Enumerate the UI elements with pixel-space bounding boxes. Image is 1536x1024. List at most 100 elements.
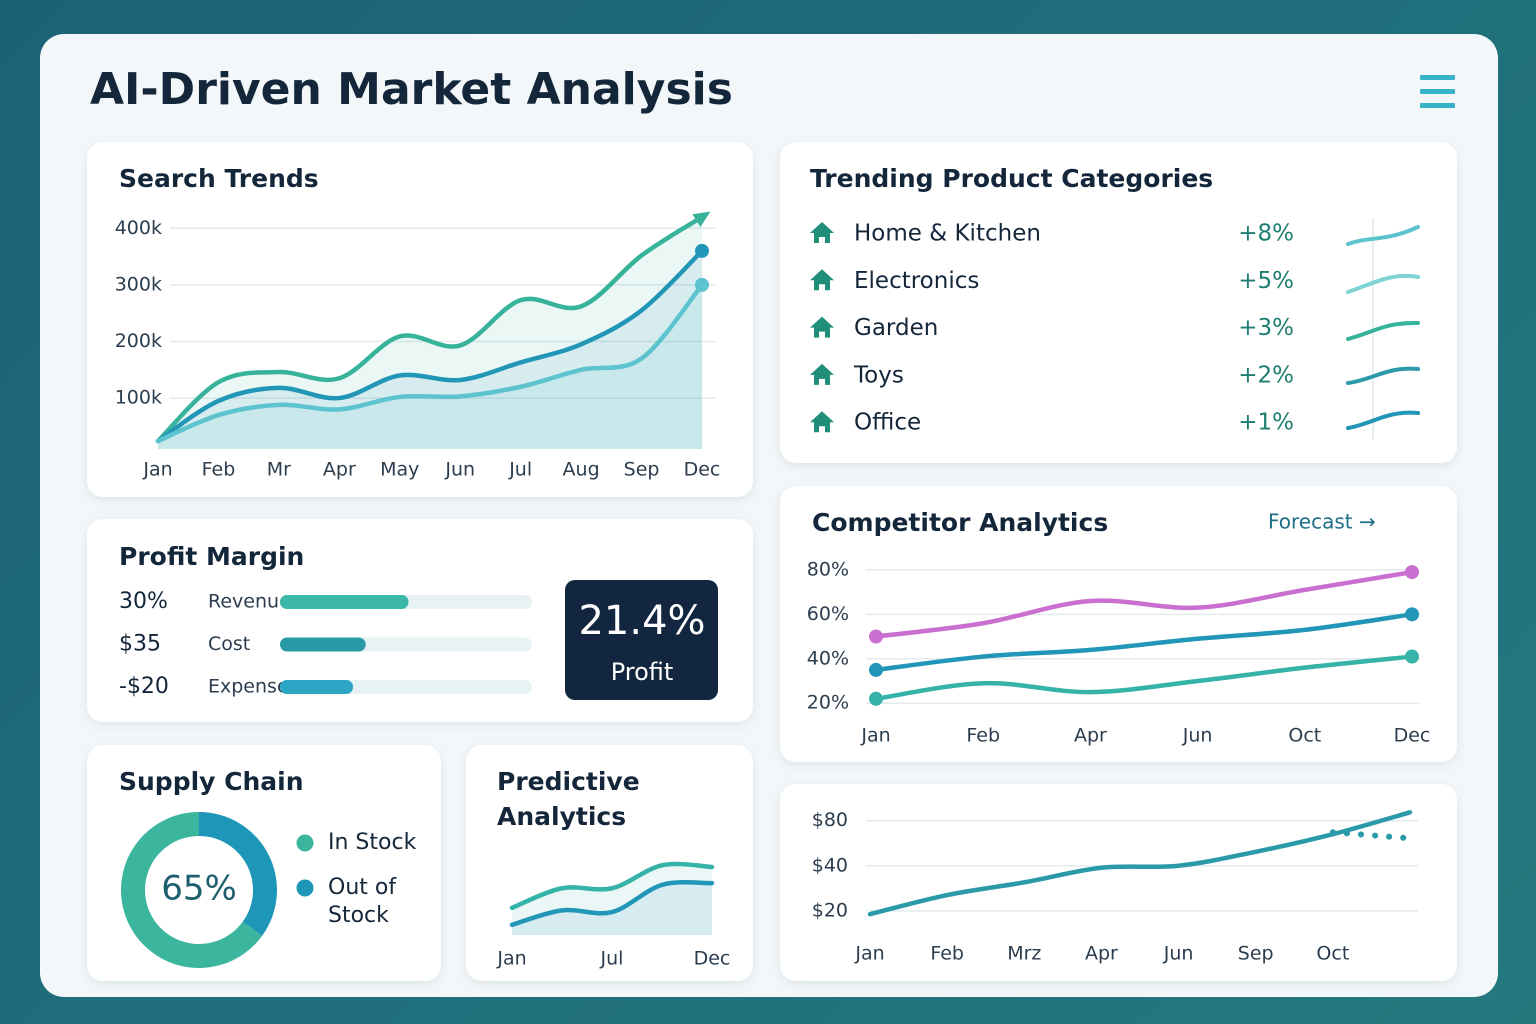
legend-swatch [296,834,314,852]
point [695,277,709,292]
page-title: AI-Driven Market Analysis [90,64,733,115]
category-icon [810,269,834,291]
sparkline [1346,320,1420,341]
line [155,282,705,444]
line [509,861,715,911]
area [512,882,712,935]
panel [780,486,1457,762]
area [512,864,712,935]
x-tick-label: Apr [1074,725,1107,747]
line [867,810,1413,917]
category-icon [810,222,834,243]
line [509,880,715,928]
point [869,691,883,706]
donut-segment [120,812,263,968]
x-tick-label: Feb [202,459,236,481]
x-tick-label: Apr [1085,943,1118,965]
row-label: Cost [208,633,250,655]
category-icon [810,316,834,338]
x-tick-label: Oct [1288,725,1321,747]
sparkline [1346,225,1420,246]
y-tick-label: 100k [115,387,162,409]
line [873,612,1415,673]
y-tick-label: 80% [807,558,849,580]
y-tick-label: 400k [115,217,162,239]
line [873,654,1415,702]
bar [280,595,409,609]
line [1329,829,1413,842]
panel-title: Trending Product Categories [810,164,1213,193]
y-tick-label: 20% [807,692,849,714]
point [695,243,709,258]
category-name: Office [854,410,921,436]
kpi-box [565,580,718,700]
y-tick-label: 200k [115,330,162,352]
y-tick-label: $20 [812,899,848,921]
point [1405,649,1419,664]
forecast-link[interactable]: Forecast → [1268,510,1376,534]
x-tick-label: Dec [694,948,731,970]
panel-title: Search Trends [119,164,319,193]
legend-label: Out of Stock [328,875,397,928]
row-label: Revenue [208,591,291,613]
bar [280,637,366,652]
line [155,214,705,444]
x-tick-label: Jul [508,459,532,481]
x-tick-label: Jan [496,948,526,970]
row-amount: $35 [119,632,161,657]
panel [780,784,1457,981]
legend-swatch [296,879,314,897]
x-tick-label: Jan [860,725,890,747]
line [155,248,705,444]
kpi-value: 21.4% [578,598,705,644]
panel [780,142,1457,463]
point [1405,607,1419,622]
x-tick-label: Apr [323,459,356,481]
x-tick-label: Dec [684,459,721,481]
donut-segment [199,812,277,936]
category-icon [810,411,834,433]
category-change: +8% [1238,221,1294,247]
point [869,629,883,644]
category-name: Electronics [854,268,979,294]
point [869,662,883,677]
x-tick-label: Feb [930,943,964,965]
x-tick-label: Jul [600,948,624,970]
category-name: Toys [853,362,904,388]
row-amount: -$20 [119,674,169,699]
panel-title: Predictive Analytics [497,767,640,831]
panel-title: Supply Chain [119,767,304,796]
x-tick-label: Jun [1182,725,1213,747]
category-name: Home & Kitchen [854,221,1041,247]
category-name: Garden [854,315,938,341]
line [873,569,1415,639]
y-tick-label: $40 [812,854,848,876]
category-change: +2% [1238,362,1294,388]
sparkline [1346,366,1420,385]
category-change: +1% [1238,410,1294,436]
x-tick-label: Jan [142,459,172,481]
x-tick-label: Aug [563,459,600,481]
x-tick-label: May [380,459,419,481]
category-change: +3% [1238,315,1294,341]
legend-label: In Stock [328,830,417,855]
menu-button[interactable] [1420,75,1455,108]
arrow-head [692,211,711,227]
x-tick-label: Jun [444,459,475,481]
x-tick-label: Sep [624,459,660,481]
bar [280,680,354,694]
point [1405,565,1419,580]
donut-label: 65% [161,869,237,909]
x-tick-label: Oct [1316,943,1349,965]
x-tick-label: Mr [267,459,291,481]
x-tick-label: Sep [1238,943,1274,965]
y-tick-label: 300k [115,273,162,295]
x-tick-label: Dec [1394,725,1431,747]
area [158,284,702,449]
panel-title: Profit Margin [119,542,304,571]
x-tick-label: Jan [854,943,884,965]
kpi-label: Profit [611,658,674,686]
sparkline [1346,273,1420,294]
row-label: Expense [208,676,289,698]
